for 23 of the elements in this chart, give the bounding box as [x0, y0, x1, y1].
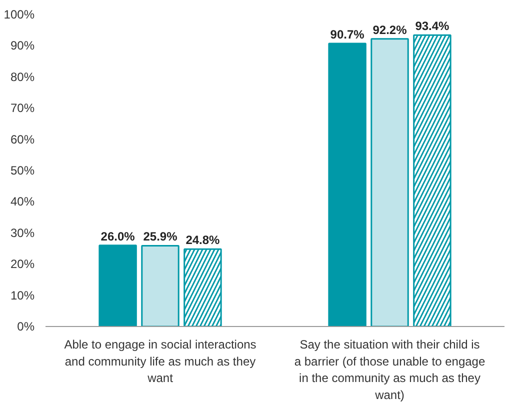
data-label: 26.0% [100, 229, 136, 244]
y-tick-label: 0% [17, 320, 35, 334]
data-label: 93.4% [415, 19, 450, 34]
y-tick-label: 50% [10, 164, 35, 178]
bar [370, 38, 409, 326]
bar [98, 244, 137, 326]
y-tick-label: 90% [10, 38, 35, 53]
y-tick-label: 70% [10, 101, 35, 116]
y-tick-label: 20% [10, 257, 35, 272]
y-tick-label: 40% [10, 194, 35, 209]
data-label: 24.8% [186, 233, 220, 248]
y-tick-label: 10% [10, 288, 35, 302]
data-label: 25.9% [143, 230, 178, 244]
bar [141, 244, 180, 326]
y-tick-label: 80% [10, 70, 35, 84]
data-label: 92.2% [372, 22, 408, 37]
y-tick-label: 60% [10, 132, 35, 146]
data-label: 90.7% [330, 28, 365, 42]
bar [328, 42, 366, 326]
x-tick-label: Able to engage in social interactions and community life as much as they want [64, 338, 256, 386]
y-tick-label: 100% [4, 8, 35, 22]
x-tick-label: Say the situation with their child is a barrier (of those unable to engage in the community as much as they want) [294, 338, 486, 402]
y-tick-label: 30% [10, 226, 35, 240]
